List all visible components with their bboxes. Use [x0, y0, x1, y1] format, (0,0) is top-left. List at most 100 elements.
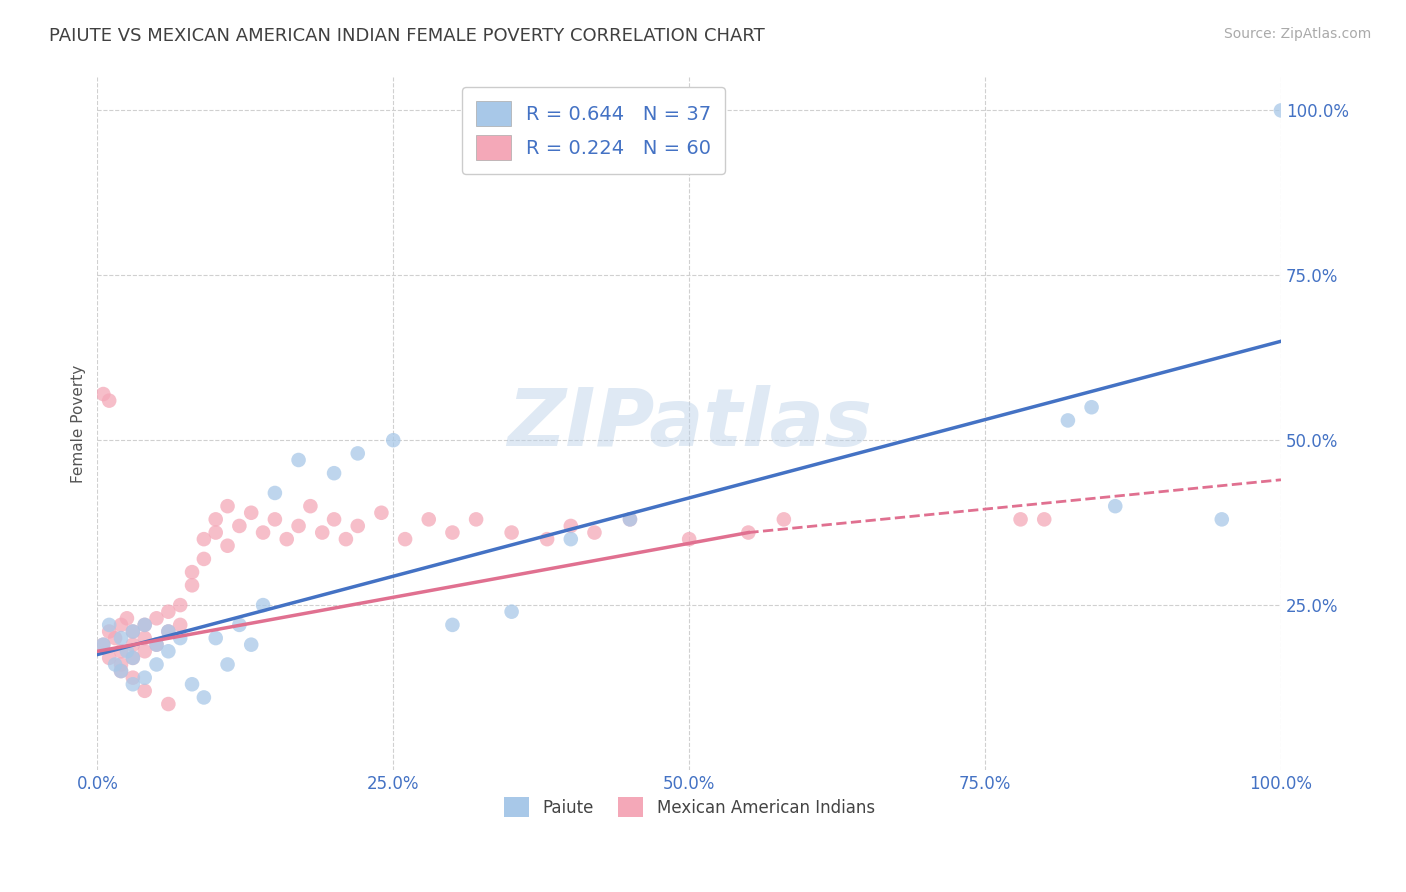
Point — [370, 506, 392, 520]
Point — [181, 677, 204, 691]
Point — [157, 644, 180, 658]
Point — [382, 434, 405, 448]
Text: PAIUTE VS MEXICAN AMERICAN INDIAN FEMALE POVERTY CORRELATION CHART: PAIUTE VS MEXICAN AMERICAN INDIAN FEMALE… — [49, 27, 765, 45]
Point — [157, 624, 180, 639]
Point — [110, 644, 132, 658]
Point — [110, 618, 132, 632]
Point — [264, 512, 287, 526]
Text: ZIPatlas: ZIPatlas — [506, 384, 872, 463]
Point — [121, 677, 143, 691]
Point — [110, 631, 132, 645]
Point — [181, 578, 204, 592]
Point — [228, 618, 250, 632]
Point — [418, 512, 440, 526]
Point — [346, 519, 368, 533]
Point — [619, 512, 641, 526]
Point — [204, 512, 226, 526]
Point — [1033, 512, 1056, 526]
Point — [276, 532, 298, 546]
Point — [121, 624, 143, 639]
Point — [560, 519, 582, 533]
Point — [501, 605, 523, 619]
Point — [204, 525, 226, 540]
Point — [121, 651, 143, 665]
Point — [145, 657, 167, 672]
Point — [240, 638, 263, 652]
Point — [1270, 103, 1292, 118]
Point — [737, 525, 759, 540]
Point — [264, 486, 287, 500]
Point — [134, 644, 156, 658]
Point — [134, 631, 156, 645]
Point — [1010, 512, 1032, 526]
Point — [1211, 512, 1233, 526]
Point — [1104, 499, 1126, 513]
Point — [204, 631, 226, 645]
Point — [110, 664, 132, 678]
Point — [217, 499, 239, 513]
Point — [299, 499, 322, 513]
Point — [193, 690, 215, 705]
Point — [287, 519, 309, 533]
Point — [134, 671, 156, 685]
Point — [287, 453, 309, 467]
Point — [441, 525, 464, 540]
Point — [115, 644, 138, 658]
Point — [169, 598, 191, 612]
Point — [323, 512, 346, 526]
Point — [134, 683, 156, 698]
Point — [252, 525, 274, 540]
Point — [193, 552, 215, 566]
Point — [91, 638, 114, 652]
Point — [104, 657, 127, 672]
Point — [678, 532, 700, 546]
Point — [134, 618, 156, 632]
Point — [104, 631, 127, 645]
Point — [536, 532, 558, 546]
Point — [121, 651, 143, 665]
Point — [217, 539, 239, 553]
Point — [240, 506, 263, 520]
Point — [145, 638, 167, 652]
Point — [228, 519, 250, 533]
Point — [91, 638, 114, 652]
Legend: Paiute, Mexican American Indians: Paiute, Mexican American Indians — [496, 790, 882, 824]
Point — [252, 598, 274, 612]
Point — [110, 657, 132, 672]
Point — [98, 651, 121, 665]
Point — [110, 664, 132, 678]
Point — [772, 512, 794, 526]
Point — [157, 624, 180, 639]
Point — [583, 525, 606, 540]
Point — [98, 624, 121, 639]
Point — [98, 618, 121, 632]
Y-axis label: Female Poverty: Female Poverty — [72, 365, 86, 483]
Point — [1057, 413, 1080, 427]
Point — [145, 611, 167, 625]
Point — [193, 532, 215, 546]
Text: Source: ZipAtlas.com: Source: ZipAtlas.com — [1223, 27, 1371, 41]
Point — [134, 618, 156, 632]
Point — [115, 611, 138, 625]
Point — [98, 393, 121, 408]
Point — [181, 565, 204, 579]
Point — [501, 525, 523, 540]
Point — [91, 387, 114, 401]
Point — [157, 605, 180, 619]
Point — [619, 512, 641, 526]
Point — [121, 624, 143, 639]
Point — [346, 446, 368, 460]
Point — [157, 697, 180, 711]
Point — [145, 638, 167, 652]
Point — [121, 671, 143, 685]
Point — [1080, 401, 1102, 415]
Point — [169, 631, 191, 645]
Point — [335, 532, 357, 546]
Point — [394, 532, 416, 546]
Point — [323, 466, 346, 480]
Point — [560, 532, 582, 546]
Point — [169, 618, 191, 632]
Point — [311, 525, 333, 540]
Point — [217, 657, 239, 672]
Point — [441, 618, 464, 632]
